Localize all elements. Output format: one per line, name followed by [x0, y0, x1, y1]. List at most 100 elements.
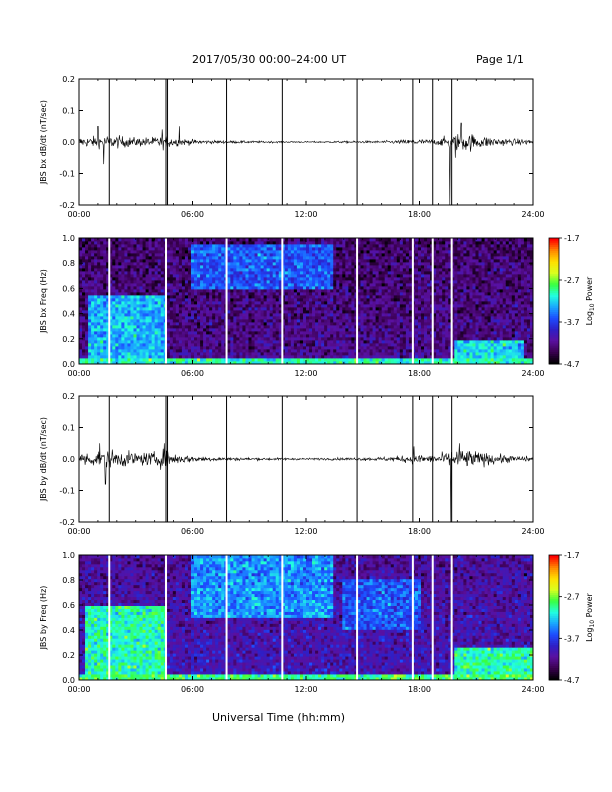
spectrogram-cell	[378, 238, 383, 242]
spectrogram-cell	[333, 352, 337, 356]
spectrogram-cell	[233, 313, 237, 317]
spectrogram-cell	[284, 289, 289, 293]
spectrogram-cell	[166, 289, 171, 293]
spectrogram-cell	[360, 352, 364, 356]
spectrogram-cell	[181, 250, 186, 254]
spectrogram-cell	[227, 283, 231, 287]
spectrogram-cell	[309, 337, 313, 341]
spectrogram-cell	[175, 322, 180, 326]
spectrogram-cell	[360, 283, 364, 287]
spectrogram-cell	[79, 247, 83, 251]
spectrogram-cell	[408, 283, 413, 287]
spectrogram-cell	[336, 289, 340, 293]
spectrogram-cell	[82, 238, 86, 242]
spectrogram-cell	[221, 256, 225, 260]
spectrogram-cell	[369, 262, 373, 266]
spectrogram-cell	[151, 274, 156, 278]
spectrogram-cell	[293, 328, 298, 332]
spectrogram-cell	[136, 247, 140, 251]
spectrogram-cell	[281, 259, 286, 263]
spectrogram-cell	[408, 247, 413, 251]
spectrogram-cell	[115, 307, 119, 311]
spectrogram-cell	[242, 319, 246, 323]
spectrogram-cell	[151, 292, 156, 296]
spectrogram-cell	[88, 292, 92, 296]
spectrogram-cell	[321, 262, 325, 266]
spectrogram-cell	[109, 358, 113, 362]
spectrogram-cell	[197, 334, 201, 338]
spectrogram-cell	[393, 319, 398, 323]
spectrogram-cell	[321, 337, 325, 341]
spectrogram-cell	[321, 322, 325, 326]
spectrogram-cell	[251, 334, 255, 338]
spectrogram-cell	[127, 238, 131, 242]
spectrogram-cell	[103, 277, 107, 281]
spectrogram-cell	[399, 253, 404, 257]
spectrogram-cell	[200, 349, 204, 353]
spectrogram-cell	[275, 280, 280, 284]
spectrogram-cell	[315, 289, 319, 293]
spectrogram-cell	[88, 331, 92, 335]
spectrogram-cell	[82, 262, 86, 266]
spectrogram-cell	[139, 307, 143, 311]
spectrogram-cell	[360, 247, 364, 251]
spectrogram-cell	[396, 361, 401, 365]
spectrogram-cell	[151, 304, 156, 308]
spectrogram-cell	[88, 361, 92, 365]
spectrogram-cell	[239, 268, 243, 272]
spectrogram-cell	[91, 349, 95, 353]
spectrogram-cell	[187, 298, 192, 302]
spectrogram-cell	[357, 253, 361, 257]
spectrogram-cell	[239, 331, 243, 335]
spectrogram-cell	[263, 325, 268, 329]
spectrogram-cell	[378, 298, 383, 302]
spectrogram-cell	[79, 256, 83, 260]
spectrogram-cell	[272, 301, 277, 305]
spectrogram-cell	[414, 241, 419, 245]
spectrogram-cell	[233, 286, 237, 290]
spectrogram-cell	[348, 343, 352, 347]
spectrogram-cell	[345, 337, 349, 341]
spectrogram-cell	[160, 304, 165, 308]
spectrogram-cell	[408, 238, 413, 242]
spectrogram-cell	[206, 346, 210, 350]
spectrogram-cell	[290, 271, 295, 275]
spectrogram-cell	[212, 343, 216, 347]
spectrogram-cell	[215, 331, 219, 335]
spectrogram-cell	[233, 268, 237, 272]
spectrogram-cell	[209, 310, 213, 314]
spectrogram-cell	[405, 277, 410, 281]
spectrogram-cell	[127, 337, 131, 341]
spectrogram-cell	[112, 286, 116, 290]
spectrogram-cell	[190, 301, 195, 305]
spectrogram-cell	[327, 280, 331, 284]
spectrogram-cell	[184, 340, 189, 344]
spectrogram-cell	[139, 310, 143, 314]
spectrogram-cell	[312, 304, 316, 308]
spectrogram-cell	[227, 262, 231, 266]
spectrogram-cell	[197, 259, 201, 263]
spectrogram-cell	[263, 313, 268, 317]
y-tick-label: -0.1	[59, 170, 75, 179]
spectrogram-cell	[130, 292, 134, 296]
spectrogram-cell	[184, 298, 189, 302]
spectrogram-cell	[357, 283, 361, 287]
spectrogram-cell	[175, 283, 180, 287]
spectrogram-cell	[172, 316, 177, 320]
spectrogram-cell	[384, 286, 389, 290]
spectrogram-cell	[88, 337, 92, 341]
spectrogram-cell	[427, 310, 431, 314]
spectrogram-cell	[227, 328, 231, 332]
spectrogram-cell	[315, 277, 319, 281]
spectrogram-cell	[82, 250, 86, 254]
spectrogram-cell	[203, 349, 207, 353]
spectrogram-cell	[378, 316, 383, 320]
spectrogram-cell	[215, 301, 219, 305]
spectrogram-cell	[281, 349, 286, 353]
spectrogram-cell	[384, 310, 389, 314]
spectrogram-cell	[79, 340, 83, 344]
spectrogram-cell	[357, 256, 361, 260]
spectrogram-cell	[233, 250, 237, 254]
spectrogram-cell	[357, 334, 361, 338]
spectrogram-cell	[197, 241, 201, 245]
